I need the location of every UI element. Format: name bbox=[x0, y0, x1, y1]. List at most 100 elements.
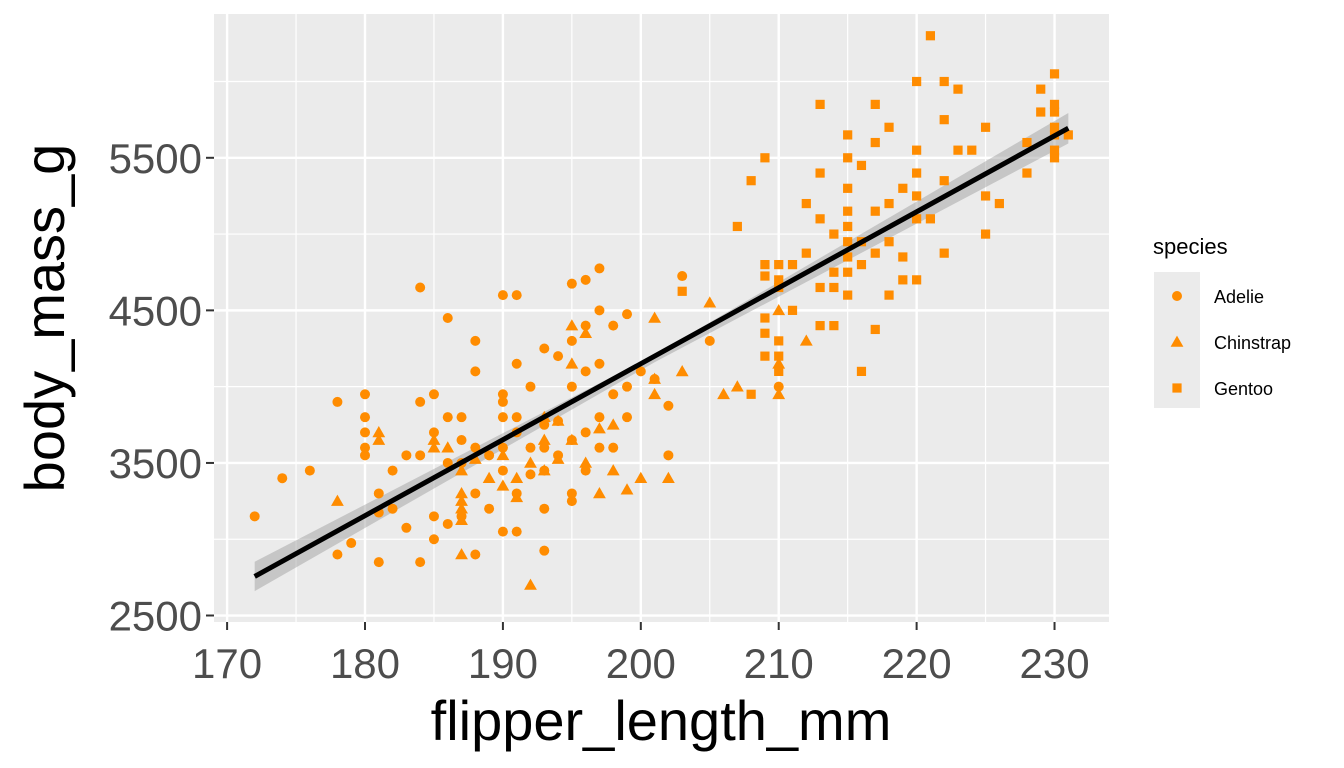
point-gentoo bbox=[829, 321, 839, 331]
point-gentoo bbox=[829, 267, 839, 277]
point-chinstrap bbox=[427, 441, 441, 453]
point-adelie bbox=[332, 549, 343, 560]
point-adelie bbox=[346, 538, 357, 549]
y-tick-label: 4500 bbox=[109, 287, 202, 334]
point-chinstrap bbox=[468, 452, 482, 464]
point-adelie bbox=[249, 511, 260, 522]
axes: 170 180 190 200 210 220 230 2500 3500 4500 5500 bbox=[109, 135, 1090, 687]
point-gentoo bbox=[1049, 153, 1060, 163]
point-adelie bbox=[497, 526, 508, 537]
point-gentoo bbox=[843, 237, 853, 247]
point-chinstrap bbox=[510, 471, 524, 484]
point-adelie bbox=[622, 412, 633, 423]
point-chinstrap bbox=[441, 441, 455, 453]
point-adelie bbox=[635, 366, 646, 377]
point-adelie bbox=[594, 442, 605, 453]
point-chinstrap bbox=[717, 387, 730, 400]
point-chinstrap bbox=[372, 426, 386, 438]
point-adelie bbox=[497, 290, 508, 301]
point-gentoo bbox=[1022, 168, 1032, 178]
point-chinstrap bbox=[799, 334, 813, 346]
point-gentoo bbox=[912, 214, 922, 224]
point-adelie bbox=[442, 518, 453, 529]
point-adelie bbox=[525, 469, 536, 480]
point-adelie bbox=[539, 442, 550, 453]
point-chinstrap bbox=[593, 487, 606, 499]
point-gentoo bbox=[912, 191, 922, 201]
point-adelie bbox=[415, 450, 426, 461]
point-gentoo bbox=[884, 237, 894, 247]
point-gentoo bbox=[1036, 84, 1046, 94]
point-adelie bbox=[525, 442, 536, 453]
point-adelie bbox=[442, 412, 453, 423]
point-adelie bbox=[511, 412, 522, 423]
point-adelie bbox=[470, 442, 481, 453]
point-adelie bbox=[456, 412, 467, 423]
point-gentoo bbox=[912, 275, 922, 285]
point-chinstrap bbox=[661, 471, 675, 484]
point-adelie bbox=[360, 442, 371, 453]
point-gentoo bbox=[856, 366, 867, 377]
point-adelie bbox=[415, 396, 426, 407]
point-gentoo bbox=[939, 115, 949, 125]
point-gentoo bbox=[925, 31, 936, 41]
point-gentoo bbox=[884, 122, 894, 132]
point-chinstrap bbox=[772, 357, 786, 369]
point-adelie bbox=[539, 545, 550, 556]
point-adelie bbox=[401, 450, 412, 461]
point-chinstrap bbox=[372, 433, 386, 445]
plot-panel bbox=[214, 14, 1109, 622]
point-adelie bbox=[594, 358, 605, 369]
point-adelie bbox=[594, 263, 605, 274]
point-gentoo bbox=[815, 168, 825, 178]
point-adelie bbox=[663, 400, 674, 411]
point-adelie bbox=[525, 381, 536, 392]
point-gentoo bbox=[760, 259, 770, 270]
point-chinstrap bbox=[565, 357, 579, 369]
point-gentoo bbox=[829, 229, 839, 239]
point-chinstrap bbox=[730, 380, 744, 392]
x-tick-label: 210 bbox=[744, 640, 814, 687]
point-gentoo bbox=[732, 221, 742, 232]
point-adelie bbox=[594, 412, 605, 423]
point-gentoo bbox=[939, 76, 949, 87]
point-gentoo bbox=[939, 176, 949, 186]
point-adelie bbox=[580, 274, 591, 285]
point-adelie bbox=[360, 389, 371, 400]
point-chinstrap bbox=[551, 452, 565, 464]
legend-item-chinstrap: Chinstrap bbox=[1170, 333, 1291, 353]
point-gentoo bbox=[843, 206, 853, 216]
point-adelie bbox=[360, 450, 371, 461]
point-adelie bbox=[442, 457, 453, 468]
point-adelie bbox=[580, 366, 591, 377]
point-adelie bbox=[497, 442, 508, 453]
point-chinstrap bbox=[455, 487, 468, 499]
point-gentoo bbox=[1049, 99, 1060, 109]
point-adelie bbox=[497, 465, 508, 476]
point-adelie bbox=[511, 290, 522, 301]
point-chinstrap bbox=[772, 303, 786, 316]
point-gentoo bbox=[746, 176, 756, 186]
x-tick-label: 170 bbox=[192, 640, 262, 687]
point-chinstrap bbox=[455, 494, 468, 506]
point-adelie bbox=[608, 320, 619, 331]
point-adelie bbox=[387, 503, 398, 514]
point-gentoo bbox=[760, 271, 770, 281]
point-adelie bbox=[428, 511, 439, 522]
point-gentoo bbox=[760, 313, 770, 323]
point-gentoo bbox=[774, 351, 784, 361]
point-chinstrap bbox=[482, 471, 496, 484]
point-gentoo bbox=[815, 321, 825, 331]
point-chinstrap bbox=[510, 490, 524, 503]
x-tick-label: 230 bbox=[1019, 640, 1089, 687]
point-adelie bbox=[360, 427, 371, 438]
point-gentoo bbox=[994, 198, 1004, 209]
point-chinstrap bbox=[579, 326, 593, 339]
point-gentoo bbox=[677, 286, 687, 296]
legend-item-adelie: Adelie bbox=[1172, 287, 1264, 307]
point-gentoo bbox=[774, 366, 784, 377]
point-chinstrap bbox=[593, 422, 606, 434]
point-adelie bbox=[511, 358, 522, 369]
legend-key-adelie bbox=[1172, 291, 1182, 301]
point-adelie bbox=[580, 427, 591, 438]
